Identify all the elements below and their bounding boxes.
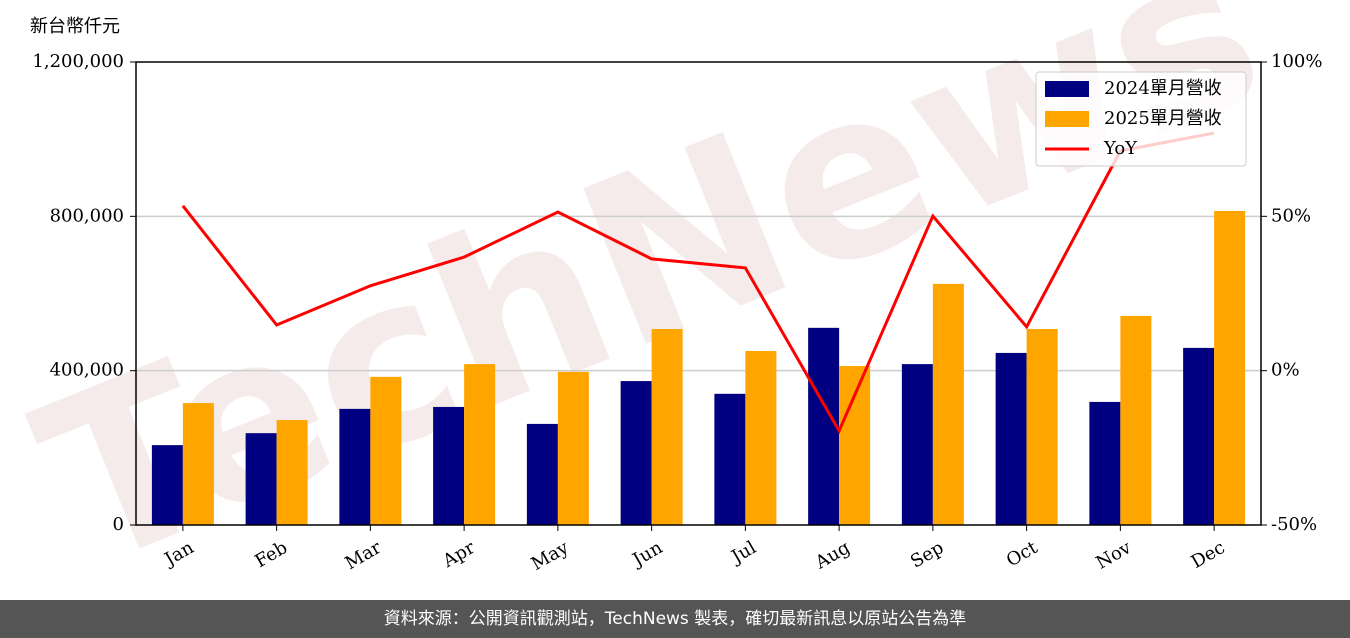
y-tick-label: 1,200,000 [32,51,124,72]
bar [557,371,589,525]
bar [1183,347,1215,525]
y2-tick-label: 50% [1271,205,1311,226]
y2-tick-label: 0% [1271,360,1300,381]
bar [1089,401,1121,525]
bar [1026,328,1058,525]
bar [245,433,277,525]
bar [651,328,683,525]
chart: 新台幣仟元 TechNews0400,000800,0001,200,000-5… [7,0,1322,621]
bar [370,376,402,525]
x-tick-label: May [528,537,573,575]
x-tick-label: Oct [1003,537,1042,572]
x-tick-label: Jul [726,537,760,569]
y-axis-label: 新台幣仟元 [30,16,120,37]
legend-label: 2024單月營收 [1104,78,1222,99]
bar [808,327,840,525]
bar [995,352,1027,525]
bar [1120,315,1152,525]
legend-swatch [1045,111,1089,127]
bar [433,406,465,525]
legend-label: YoY [1103,138,1138,159]
x-tick-label: Nov [1093,537,1136,574]
bar [620,381,652,525]
bar [464,364,496,525]
plot-frame [135,61,1262,526]
bar [182,403,214,525]
bar [276,420,308,525]
bar [339,408,371,525]
y2-tick-label: -50% [1271,514,1317,535]
bar [839,366,871,525]
bar [151,445,183,525]
bar [1214,210,1246,525]
x-tick-label: Jun [628,537,667,572]
x-tick-label: Aug [811,537,854,574]
bar [745,350,777,525]
footer: 資料來源：公開資訊觀測站，TechNews 製表，確切最新訊息以原站公告為準 [0,600,1350,638]
x-tick-label: Dec [1188,537,1229,573]
y2-tick-label: 100% [1271,51,1322,72]
x-tick-label: Sep [907,537,947,572]
legend-swatch [1045,81,1089,97]
y-tick-label: 800,000 [50,205,124,226]
bar [901,364,933,525]
y-tick-label: 0 [113,514,124,535]
bar [714,393,746,525]
legend-label: 2025單月營收 [1104,108,1222,129]
bar [526,423,558,525]
bar [932,283,964,525]
line [181,131,1215,435]
legend: 2024單月營收 2025單月營收 YoY [1035,71,1247,167]
x-tick-label: Mar [342,537,386,574]
y-tick-label: 400,000 [50,360,124,381]
x-tick-label: Apr [439,537,479,572]
